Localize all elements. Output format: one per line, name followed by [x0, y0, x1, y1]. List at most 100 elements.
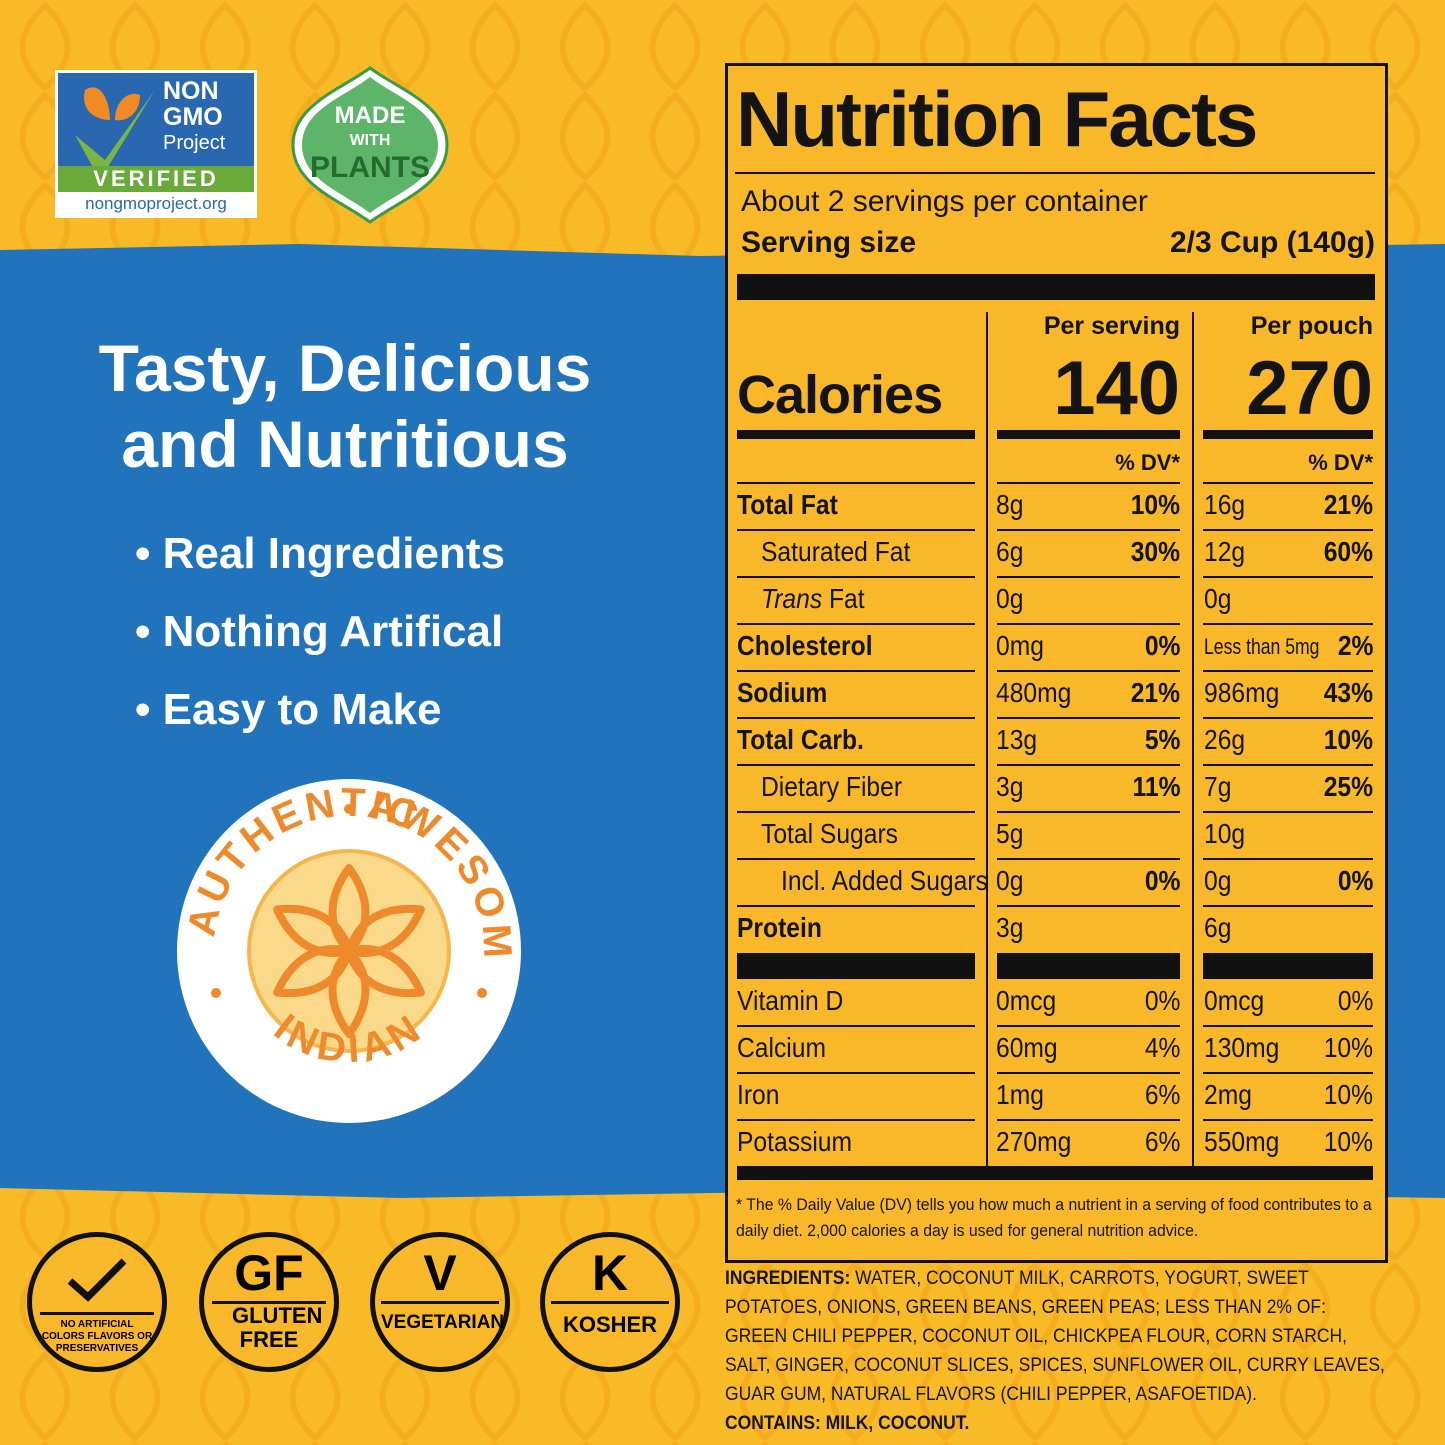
daily-value: 4%: [1144, 1032, 1180, 1063]
rule: [737, 717, 975, 719]
amount: 0mcg: [1204, 985, 1265, 1016]
badge-text: NON GMO Project: [163, 78, 225, 156]
icon-badge: NO ARTIFICIAL COLORS FLAVORS OR PRESERVA…: [27, 1232, 167, 1372]
rule: [1203, 858, 1373, 860]
thick-rule: [737, 274, 1375, 300]
rule: [737, 529, 975, 531]
ingredients-text: WATER, COCONUT MILK, CARROTS, YOGURT, SW…: [725, 1268, 1385, 1405]
text: Project: [163, 132, 226, 154]
amount: 1mg: [996, 1079, 1044, 1110]
rule: [737, 858, 975, 860]
servings: About 2 servings per container: [741, 185, 1148, 218]
icon-big: K: [591, 1245, 629, 1301]
daily-value: 21%: [1130, 677, 1180, 708]
rule: [1203, 811, 1373, 813]
icon-label: GLUTEN FREE: [212, 1301, 326, 1352]
bullet: Nothing Artifical: [135, 593, 505, 671]
rule: [737, 905, 975, 907]
amount: 60mg: [996, 1032, 1058, 1063]
daily-value: 5%: [1144, 724, 1180, 755]
badge-text: WITH: [350, 132, 391, 149]
ingredients-label: INGREDIENTS:: [725, 1268, 851, 1289]
rule: [997, 953, 1180, 979]
rule: [737, 576, 975, 578]
rule: [1203, 953, 1373, 979]
rule: [997, 430, 1180, 439]
rule: [997, 717, 1180, 719]
icon-label: KOSHER: [551, 1301, 669, 1338]
amount: 8g: [996, 489, 1024, 520]
amount: 986mg: [1204, 677, 1280, 708]
rule: [1203, 623, 1373, 625]
contains-label: CONTAINS:: [725, 1413, 821, 1434]
amount: 0g: [996, 583, 1024, 614]
rule: [997, 858, 1180, 860]
rule: [737, 623, 975, 625]
amount: 26g: [1204, 724, 1246, 755]
bullet: Easy to Make: [135, 671, 505, 749]
badge-text: PLANTS: [310, 151, 430, 184]
rule: [997, 764, 1180, 766]
butterfly-icon: [75, 87, 155, 180]
rule: [737, 1119, 975, 1121]
rule: [1203, 670, 1373, 672]
plants-badge: MADE WITH PLANTS: [291, 66, 449, 224]
icon-big: V: [423, 1245, 457, 1301]
rule: [1203, 529, 1373, 531]
daily-value: 10%: [1323, 1126, 1373, 1157]
amount: 130mg: [1204, 1032, 1280, 1063]
nutrient-name: Iron: [737, 1079, 780, 1110]
serving-size: 2/3 Cup (140g): [1169, 226, 1375, 259]
rule: [737, 764, 975, 766]
amount: 16g: [1204, 489, 1246, 520]
thick-rule: [737, 1166, 1373, 1180]
nutrient-name: Protein: [737, 912, 822, 943]
dv-header: % DV*: [1115, 450, 1180, 475]
rule: [737, 1072, 975, 1074]
rule: [737, 1025, 975, 1027]
daily-value: 6%: [1144, 1079, 1180, 1110]
rule: [1203, 1025, 1373, 1027]
rule: [997, 1025, 1180, 1027]
daily-value: 10%: [1323, 1032, 1373, 1063]
rule: [997, 1119, 1180, 1121]
contains-text: MILK, COCONUT.: [825, 1413, 970, 1434]
icon-label: NO ARTIFICIAL COLORS FLAVORS OR PRESERVA…: [40, 1312, 154, 1355]
daily-value: 21%: [1323, 489, 1373, 520]
nutrient-name: Calcium: [737, 1032, 827, 1063]
non-gmo-badge: NON GMO Project VERIFIED nongmoproject.org: [55, 70, 257, 218]
daily-value: 10%: [1130, 489, 1180, 520]
daily-value: 0%: [1144, 865, 1180, 896]
bullet-list: Real Ingredients Nothing Artifical Easy …: [135, 515, 505, 749]
headline-line: and Nutritious: [121, 407, 569, 481]
amount: 3g: [996, 771, 1024, 802]
amount: 13g: [996, 724, 1038, 755]
daily-value: 0%: [1144, 630, 1180, 661]
daily-value: 0%: [1337, 865, 1373, 896]
amount: 5g: [996, 818, 1024, 849]
nutrient-name: Dietary Fiber: [761, 771, 903, 802]
calories-label: Calories: [737, 365, 943, 425]
headline-line: Tasty, Delicious: [98, 331, 592, 405]
daily-value: 30%: [1130, 536, 1180, 567]
nutrient-name: Trans Fat: [761, 583, 865, 615]
nutrient-name: Sodium: [737, 677, 828, 708]
nutrient-name: Saturated Fat: [761, 536, 911, 567]
column-header: Per serving: [1043, 312, 1180, 340]
amount: 2mg: [1204, 1079, 1252, 1110]
amount: 6g: [1204, 912, 1232, 943]
amount: 0g: [996, 865, 1024, 896]
nutrient-name: Incl. Added Sugars: [781, 865, 988, 896]
footnote: * The % Daily Value (DV) tells you how m…: [736, 1195, 1372, 1240]
rule: [737, 430, 975, 439]
text: NON: [163, 77, 219, 105]
amount: 0mcg: [996, 985, 1057, 1016]
rule: [1203, 905, 1373, 907]
daily-value: 10%: [1323, 1079, 1373, 1110]
rule: [997, 623, 1180, 625]
text: Fat: [829, 583, 865, 614]
badge-url: nongmoproject.org: [85, 194, 227, 213]
rule: [1203, 576, 1373, 578]
dv-header: % DV*: [1308, 450, 1373, 475]
amount: 480mg: [996, 677, 1072, 708]
